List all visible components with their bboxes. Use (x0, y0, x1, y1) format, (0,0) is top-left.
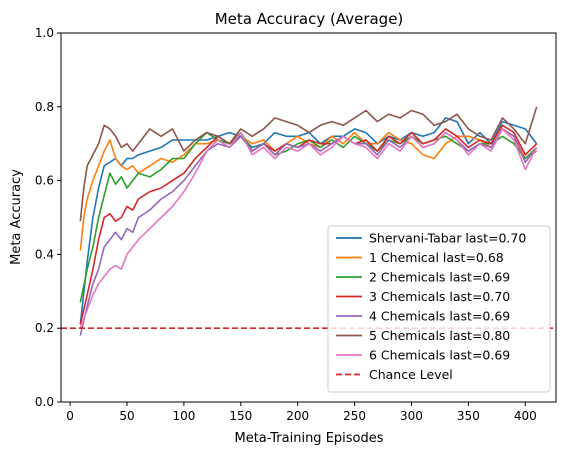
x-tick-label: 0 (66, 409, 74, 423)
x-tick-label: 350 (457, 409, 480, 423)
x-tick-label: 250 (343, 409, 366, 423)
y-tick-label: 0.6 (35, 174, 54, 188)
y-tick-label: 0.0 (35, 395, 54, 409)
legend-1-chemical-last-0-68-label: 1 Chemical last=0.68 (369, 250, 504, 265)
plot-area (61, 106, 556, 336)
x-tick-label: 100 (172, 409, 195, 423)
legend-5-chemicals-last-0-80-label: 5 Chemicals last=0.80 (369, 328, 510, 343)
series-line-4 (79, 124, 538, 325)
legend-6-chemicals-last-0-69-label: 6 Chemicals last=0.69 (369, 348, 510, 363)
y-tick-label: 0.8 (35, 100, 54, 114)
x-tick-label: 400 (514, 409, 537, 423)
legend-3-chemicals-last-0-70-label: 3 Chemicals last=0.70 (369, 289, 510, 304)
series-line-7 (79, 128, 538, 329)
legend: Shervani-Tabar last=0.70 1 Chemical last=… (327, 225, 551, 393)
x-axis-label: Meta-Training Episodes (234, 431, 383, 446)
legend-shervani-tabar-last-0-70-label: Shervani-Tabar last=0.70 (369, 231, 526, 246)
y-tick-label: 1.0 (35, 26, 54, 40)
legend-box (327, 225, 551, 393)
series-line-1 (79, 117, 538, 325)
y-tick-label: 0.4 (35, 247, 54, 261)
chart-title: Meta Accuracy (Average) (215, 10, 404, 28)
series-line-6 (79, 106, 538, 222)
x-tick-label: 150 (229, 409, 252, 423)
plot-frame (60, 32, 557, 403)
y-axis: 0.0 0.2 0.4 0.6 0.8 1.0 (35, 26, 61, 409)
y-tick-label: 0.2 (35, 321, 54, 335)
x-axis: 0 50 100 150 200 250 300 350 400 (66, 402, 537, 423)
legend-2-chemicals-last-0-69-label: 2 Chemicals last=0.69 (369, 270, 510, 285)
x-tick-label: 300 (400, 409, 423, 423)
legend-4-chemicals-last-0-69-label: 4 Chemicals last=0.69 (369, 309, 510, 324)
x-tick-label: 200 (286, 409, 309, 423)
legend-chance-level-label: Chance Level (369, 367, 453, 382)
y-axis-label: Meta Accuracy (9, 169, 24, 265)
x-tick-label: 50 (119, 409, 134, 423)
